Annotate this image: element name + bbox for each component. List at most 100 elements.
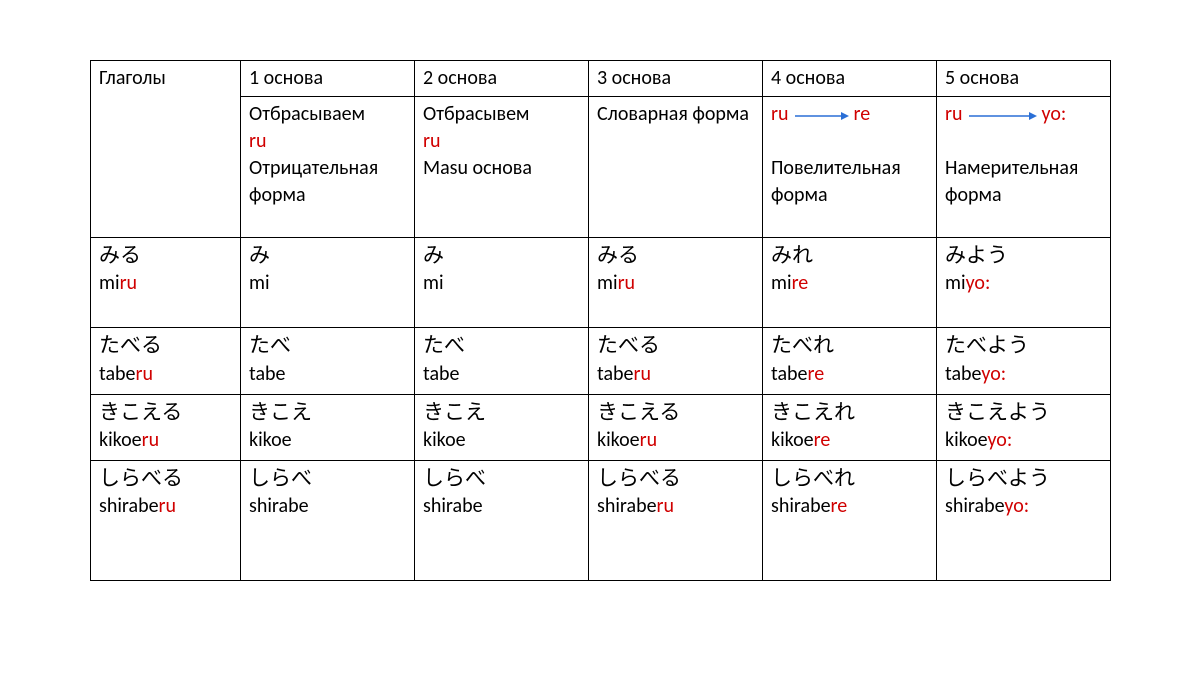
jp: しらべ: [423, 467, 486, 490]
rule-pre: Отбрасывем: [423, 102, 529, 126]
header-rowlabel: Глаголы: [99, 66, 166, 90]
cell: みmi: [415, 238, 589, 328]
suf: re: [831, 494, 848, 518]
stem: mi: [771, 271, 792, 295]
stem: mi: [945, 271, 966, 295]
header-col-2-rule: Отбрасывем ru Masu основа: [415, 97, 589, 238]
rule-hl: ru: [423, 129, 440, 153]
jp: しらべる: [597, 467, 681, 490]
cell: たべる taberu: [91, 328, 241, 394]
jp: みよう: [945, 244, 1008, 267]
cell: きこえるkikoeru: [91, 394, 241, 460]
jp: たべる: [597, 334, 660, 357]
suf: ru: [634, 362, 651, 386]
stem: shirabe: [945, 494, 1004, 518]
rule-hl: ru: [771, 102, 788, 126]
suf: ru: [120, 271, 137, 295]
cell: みる miru: [589, 238, 763, 328]
rule-post: re: [854, 102, 871, 126]
stem: shirabe: [771, 494, 831, 518]
stem: tabe: [99, 362, 136, 386]
stem: tabe: [945, 362, 981, 386]
suf: ru: [136, 362, 153, 386]
jp: みれ: [771, 244, 813, 267]
stem: mi: [597, 271, 618, 295]
suf: yo:: [981, 362, 1006, 386]
rule-hl: ru: [945, 102, 962, 126]
jp: きこえよう: [945, 401, 1050, 424]
stem: tabe: [771, 362, 808, 386]
stem: mi: [99, 271, 120, 295]
jp: たべれ: [771, 334, 834, 357]
stem: kikoe: [945, 428, 987, 452]
suf: yo:: [966, 271, 991, 295]
stem: tabe: [597, 362, 634, 386]
table-row: きこえるkikoeru きこえkikoe きこえkikoe きこえるkikoer…: [91, 394, 1111, 460]
cell: きこえkikoe: [415, 394, 589, 460]
jp: み: [423, 244, 444, 267]
jp: たべる: [99, 334, 162, 357]
cell: みよう miyo:: [937, 238, 1111, 328]
suf: re: [792, 271, 809, 295]
arrow-icon: [793, 110, 849, 122]
rule-desc: Отрицательная форма: [249, 156, 378, 207]
cell: きこえkikoe: [241, 394, 415, 460]
rule-desc: Намерительная форма: [945, 156, 1078, 207]
stem: mi: [249, 271, 270, 295]
cell: み mi: [241, 238, 415, 328]
cell: しらべ shirabe: [415, 461, 589, 581]
cell: たべ tabe: [241, 328, 415, 394]
suf: ru: [657, 494, 674, 518]
jp: きこえ: [249, 401, 312, 424]
stem: shirabe: [99, 494, 159, 518]
cell: みるmiru: [91, 238, 241, 328]
stem: tabe: [423, 362, 460, 386]
stem: kikoe: [99, 428, 142, 452]
header-col-5-title: 5 основа: [937, 61, 1111, 97]
suf: ru: [618, 271, 635, 295]
table-row: しらべるshiraberu しらべshirabe しらべshirabe しらべる…: [91, 461, 1111, 581]
header-row-titles: Глаголы 1 основа 2 основа 3 основа 4 осн…: [91, 61, 1111, 97]
jp: しらべる: [99, 467, 183, 490]
stem: shirabe: [597, 494, 657, 518]
stem: kikoe: [423, 428, 466, 452]
jp: たべよう: [945, 334, 1029, 357]
rule-pre: Словарная форма: [597, 102, 749, 126]
cell: しらべshirabe: [241, 461, 415, 581]
cell: しらべれshirabere: [763, 461, 937, 581]
header-col-2-title: 2 основа: [415, 61, 589, 97]
header-col-4-rule: ru re Повелительная форма: [763, 97, 937, 238]
cell: きこえよう kikoeyo:: [937, 394, 1111, 460]
header-row-rules: Отбрасываем ru Отрицательная форма Отбра…: [91, 97, 1111, 238]
header-col-5-rule: ru yo: Намерительная форма: [937, 97, 1111, 238]
suf: yo:: [987, 428, 1012, 452]
rule-pre: Отбрасываем: [249, 102, 365, 126]
jp: みる: [597, 244, 639, 267]
jp: きこえれ: [771, 401, 855, 424]
suf: re: [814, 428, 831, 452]
stem: tabe: [249, 362, 286, 386]
header-col-1-title: 1 основа: [241, 61, 415, 97]
rule-desc: Повелительная форма: [771, 156, 901, 207]
stem: kikoe: [597, 428, 640, 452]
suf: ru: [640, 428, 657, 452]
jp: み: [249, 244, 270, 267]
header-rowlabel-cell: Глаголы: [91, 61, 241, 238]
jp: たべ: [423, 334, 465, 357]
stem: kikoe: [771, 428, 814, 452]
header-col-4-title: 4 основа: [763, 61, 937, 97]
arrow-icon: [967, 110, 1037, 122]
cell: しらべる shiraberu: [589, 461, 763, 581]
cell: たべれ tabere: [763, 328, 937, 394]
rule-post: yo:: [1042, 102, 1067, 126]
suf: re: [808, 362, 825, 386]
stem: shirabe: [423, 494, 483, 518]
table-row: みるmiru みmi みmi みるmiru みれmire みようmiyo:: [91, 238, 1111, 328]
table-row: たべるtaberu たべtabe たべtabe たべるtaberu たべれtab…: [91, 328, 1111, 394]
stem: shirabe: [249, 494, 309, 518]
jp: たべ: [249, 334, 291, 357]
suf: yo:: [1004, 494, 1029, 518]
cell: たべる taberu: [589, 328, 763, 394]
rule-desc: Masu основа: [423, 156, 532, 180]
cell: たべよう tabeyo:: [937, 328, 1111, 394]
